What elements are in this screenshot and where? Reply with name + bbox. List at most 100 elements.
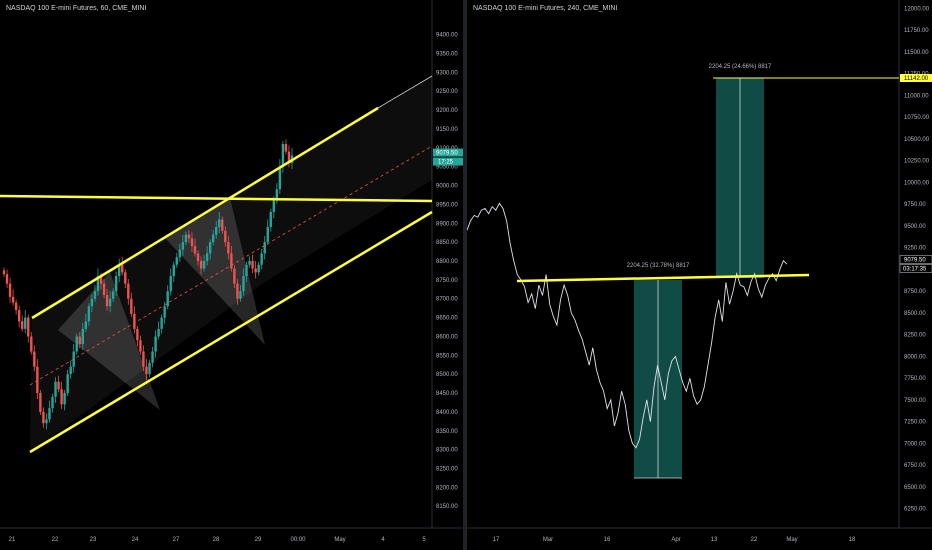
y-tick-label: 8500.00 (436, 372, 458, 378)
x-tick-label: 16 (604, 537, 611, 543)
price-tag-box (433, 148, 463, 157)
candle-body (193, 245, 197, 254)
candle-body (199, 261, 203, 269)
y-tick-label: 8400.00 (436, 410, 458, 416)
y-tick-label: 8550.00 (436, 353, 458, 359)
candle-body (205, 253, 209, 261)
candle-body (39, 393, 42, 412)
candle-body (169, 276, 172, 292)
x-tick-label: 00:00 (290, 537, 306, 543)
x-tick-label: May (334, 537, 345, 543)
candle-body (5, 274, 9, 284)
candle-body (278, 166, 282, 190)
chart-left-canvas[interactable]: 9400.00 9350.00 9300.00 9250.00 9200.00 9150.… (0, 0, 463, 550)
measure-label-1: 2204.25 (32.78%) 8817 (627, 263, 690, 269)
x-tick-label: 28 (213, 537, 220, 543)
x-tick-label: 4 (381, 537, 385, 543)
chart-right-canvas[interactable]: 2204.25 (32.78%) 8817 2204.25 (24.66%) 88… (467, 0, 932, 550)
candle-body (66, 374, 69, 394)
price-line (467, 202, 788, 449)
candle-body (233, 268, 236, 284)
candle-body (139, 340, 142, 352)
candle-body (105, 294, 109, 307)
y-tick-label: 12000.00 (904, 6, 930, 12)
channel-upper-line (31, 106, 379, 320)
y-tick-label: 8500.00 (904, 311, 926, 317)
candle-body (24, 317, 27, 329)
y-tick-label: 8350.00 (436, 429, 458, 435)
candle-body (211, 234, 215, 243)
candle-body (57, 381, 60, 390)
y-tick-label: 10000.00 (904, 180, 930, 186)
chart-panel-left[interactable]: 9400.00 9350.00 9300.00 9250.00 9200.00 9150.… (0, 0, 463, 550)
candle-body (2, 270, 6, 275)
last-price-label: 9079.50 (904, 257, 926, 263)
y-tick-label: 11750.00 (904, 28, 929, 34)
candle-body (108, 298, 112, 307)
candle-body (130, 298, 133, 314)
candle-body (263, 242, 266, 254)
panel-divider[interactable] (463, 0, 467, 550)
y-tick-label: 6750.00 (904, 463, 926, 469)
resistance-line (0, 194, 433, 203)
candle-body (160, 317, 163, 329)
y-tick-label: 9250.00 (436, 89, 458, 95)
target-tag-box (900, 74, 932, 82)
y-tick-label: 9300.00 (436, 70, 458, 76)
y-tick-label: 7250.00 (904, 420, 926, 426)
x-tick-label: 5 (422, 537, 426, 543)
candle-body (221, 219, 224, 231)
candle-body (45, 419, 48, 424)
y-tick-label: 9350.00 (436, 52, 458, 58)
candle-body (284, 144, 288, 152)
candle-body (281, 144, 285, 167)
candle-body (118, 264, 121, 277)
target-price-label: 11142.00 (904, 76, 929, 82)
y-tick-label: 9250.00 (904, 246, 926, 252)
candle-body (60, 389, 63, 405)
chart-title-right: NASDAQ 100 E-mini Futures, 240, CME_MINI (473, 5, 618, 12)
candle-body (14, 302, 18, 311)
x-tick-label: 17 (493, 537, 500, 543)
chart-panel-right[interactable]: 2204.25 (32.78%) 8817 2204.25 (24.66%) 88… (467, 0, 932, 550)
candle-body (190, 238, 194, 246)
y-tick-label: 8250.00 (436, 467, 458, 473)
x-tick-label: 27 (173, 537, 180, 543)
countdown-tag-box (433, 157, 463, 166)
candle-body (178, 249, 182, 258)
candle-body (93, 291, 97, 299)
candle-body (202, 261, 206, 269)
candle-body (36, 366, 39, 394)
y-tick-label: 9150.00 (436, 127, 458, 133)
chart-title-left: NASDAQ 100 E-mini Futures, 60, CME_MINI (6, 5, 147, 12)
candle-body (69, 366, 72, 375)
y-tick-label: 8800.00 (436, 259, 458, 265)
y-tick-label: 8200.00 (436, 485, 458, 491)
y-tick-label: 9500.00 (904, 224, 926, 230)
candle-body (218, 219, 221, 228)
candle-body (266, 227, 269, 243)
y-tick-label: 10750.00 (904, 115, 930, 121)
candle-body (87, 306, 91, 322)
y-tick-label: 7500.00 (904, 398, 926, 404)
channel-upper-extension (377, 75, 433, 109)
candle-body (215, 227, 218, 235)
x-tick-label: Apr (671, 537, 680, 543)
candle-body (239, 291, 242, 299)
candle-body (208, 242, 212, 254)
candle-body (111, 291, 115, 299)
candle-body (172, 264, 175, 277)
candle-body (269, 211, 272, 228)
candle-body (133, 313, 136, 329)
candle-body (230, 253, 233, 269)
candle-body (254, 268, 257, 273)
price-tag-box (899, 255, 932, 264)
candle-body (121, 264, 124, 273)
candle-body (63, 393, 66, 405)
candle-body (96, 276, 100, 292)
last-price-label: 9079.50 (436, 151, 458, 157)
candle-body (142, 351, 145, 367)
x-tick-label: 21 (9, 537, 16, 543)
measure-label-2: 2204.25 (24.66%) 8817 (709, 64, 772, 70)
y-tick-label: 8300.00 (436, 448, 458, 454)
